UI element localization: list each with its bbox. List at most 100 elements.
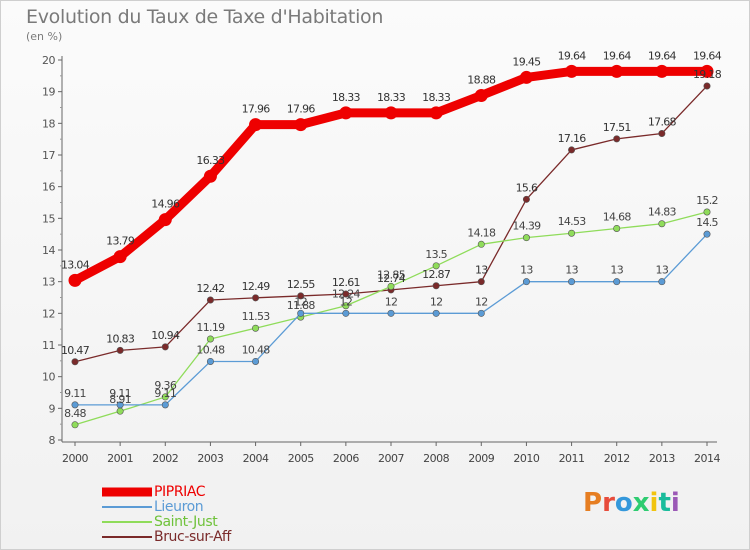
data-point: [294, 118, 308, 132]
chart-title: Evolution du Taux de Taxe d'Habitation: [26, 6, 384, 28]
data-point: [387, 282, 395, 290]
logo-letter: P: [583, 488, 603, 518]
data-label: 12: [294, 295, 307, 308]
data-label: 14.53: [558, 215, 587, 228]
legend-swatch-bruc-sur-aff: [102, 536, 152, 538]
data-point: [658, 129, 666, 137]
data-point: [477, 278, 485, 286]
data-point: [206, 357, 214, 365]
data-label: 18.33: [377, 91, 406, 104]
data-label: 17.96: [287, 103, 316, 116]
data-label: 18.88: [467, 73, 496, 86]
data-point: [297, 309, 305, 317]
data-point: [203, 169, 217, 183]
y-tick-label: 18: [42, 117, 55, 130]
data-point: [161, 401, 169, 409]
data-point: [432, 282, 440, 290]
y-tick-label: 20: [42, 54, 55, 67]
x-tick-label: 2009: [468, 452, 494, 465]
data-label: 12.74: [377, 272, 406, 285]
data-point: [206, 296, 214, 304]
data-label: 19.64: [693, 49, 722, 62]
data-label: 10.48: [196, 343, 225, 356]
data-label: 13: [610, 264, 623, 277]
y-tick-label: 19: [42, 86, 55, 99]
x-tick-label: 2000: [62, 452, 88, 465]
legend-swatch-pipriac: [102, 487, 152, 497]
y-tick-label: 12: [42, 307, 55, 320]
legend-label-lieuron: Lieuron: [154, 498, 204, 515]
data-label: 13: [565, 264, 578, 277]
data-point: [206, 335, 214, 343]
legend: PIPRIAC Lieuron Saint-Just Bruc-sur-Aff: [102, 484, 231, 545]
data-label: 16.33: [196, 154, 225, 167]
x-tick-label: 2008: [423, 452, 449, 465]
y-tick-label: 13: [42, 276, 55, 289]
data-point: [339, 106, 353, 120]
y-tick-label: 10: [42, 371, 55, 384]
logo-letter: i: [670, 488, 680, 518]
data-label: 19.64: [558, 49, 587, 62]
x-tick-label: 2007: [378, 452, 404, 465]
data-point: [610, 64, 624, 78]
data-label: 14.18: [467, 226, 496, 239]
data-label: 12.87: [422, 268, 451, 281]
data-point: [161, 343, 169, 351]
data-label: 8.91: [109, 393, 131, 406]
x-tick-label: 2004: [243, 452, 269, 465]
data-label: 14.39: [512, 220, 541, 233]
data-label: 17.16: [558, 132, 587, 145]
data-point: [703, 230, 711, 238]
data-point: [252, 324, 260, 332]
data-label: 13.04: [61, 258, 90, 271]
data-label: 12: [385, 295, 398, 308]
data-point: [477, 309, 485, 317]
logo-letter: o: [614, 488, 633, 518]
legend-swatch-lieuron: [102, 506, 152, 508]
data-label: 12: [340, 295, 353, 308]
data-label: 13.79: [106, 235, 135, 248]
logo-letter: t: [658, 488, 671, 518]
data-point: [519, 70, 533, 84]
data-label: 9.11: [64, 387, 86, 400]
data-label: 15.2: [696, 194, 718, 207]
data-point: [613, 278, 621, 286]
data-label: 14.5: [696, 216, 718, 229]
data-point: [565, 64, 579, 78]
data-label: 12: [475, 295, 488, 308]
data-point: [613, 135, 621, 143]
data-label: 11.19: [196, 321, 225, 334]
data-point: [477, 240, 485, 248]
legend-item-saint-just: Saint-Just: [102, 514, 231, 530]
data-label: 18.33: [422, 91, 451, 104]
data-label: 19.45: [512, 55, 541, 68]
data-point: [384, 106, 398, 120]
data-label: 17.68: [648, 115, 677, 128]
data-label: 17.96: [242, 103, 271, 116]
data-label: 12.85: [377, 268, 406, 281]
data-point: [342, 309, 350, 317]
data-label: 9.36: [154, 379, 176, 392]
data-point: [658, 278, 666, 286]
data-label: 12.55: [287, 278, 316, 291]
data-label: 13: [656, 264, 669, 277]
data-label: 12.49: [242, 280, 271, 293]
data-point: [703, 208, 711, 216]
data-label: 9.11: [154, 387, 176, 400]
data-point: [158, 213, 172, 227]
data-point: [116, 407, 124, 415]
data-label: 10.48: [242, 343, 271, 356]
x-tick-label: 2012: [604, 452, 630, 465]
x-tick-label: 2006: [333, 452, 359, 465]
data-point: [474, 88, 488, 102]
data-point: [613, 224, 621, 232]
data-label: 19.64: [648, 49, 677, 62]
data-label: 13: [520, 264, 533, 277]
proxiti-logo: Proxiti: [583, 488, 680, 518]
data-point: [568, 278, 576, 286]
data-point: [387, 309, 395, 317]
data-label: 10.47: [61, 344, 90, 357]
data-point: [655, 64, 669, 78]
data-point: [522, 278, 530, 286]
